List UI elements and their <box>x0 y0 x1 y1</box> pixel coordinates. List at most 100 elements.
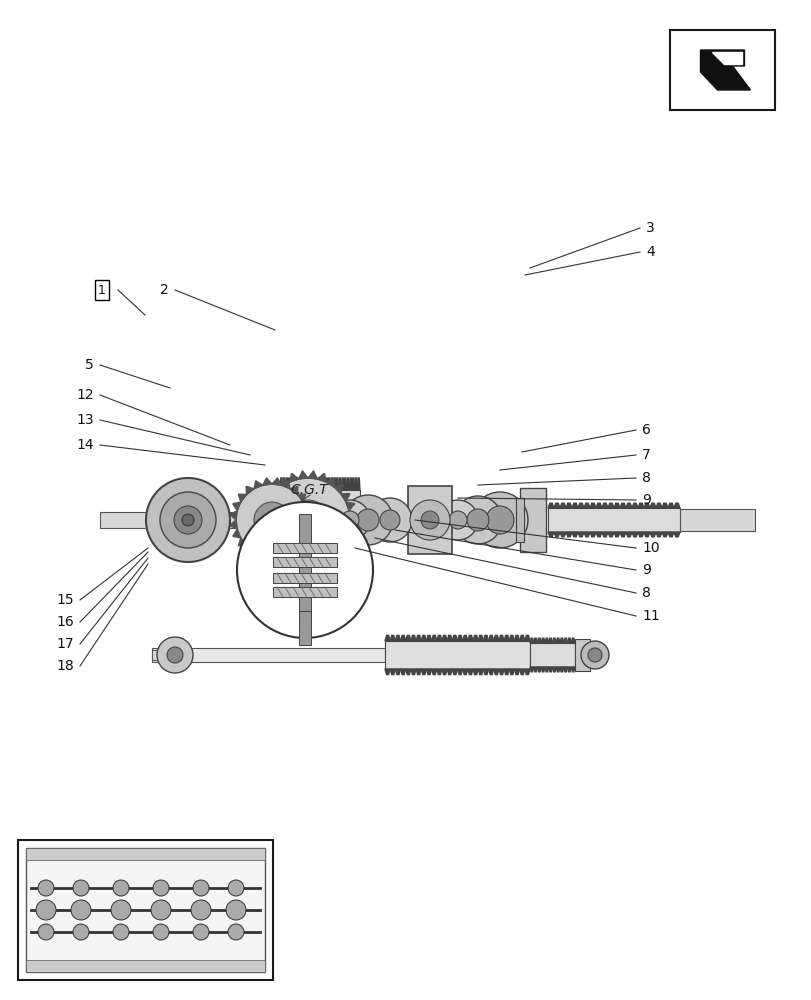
Polygon shape <box>338 550 341 562</box>
Polygon shape <box>498 635 504 641</box>
Polygon shape <box>620 532 625 537</box>
Polygon shape <box>344 478 346 490</box>
Polygon shape <box>390 635 395 641</box>
Polygon shape <box>467 635 473 641</box>
Bar <box>188 512 280 528</box>
Polygon shape <box>620 503 625 508</box>
Polygon shape <box>421 635 426 641</box>
Circle shape <box>357 509 379 531</box>
Polygon shape <box>395 669 400 675</box>
Polygon shape <box>452 635 457 641</box>
Polygon shape <box>290 478 293 490</box>
Circle shape <box>36 900 56 920</box>
Polygon shape <box>254 551 263 559</box>
Text: 8: 8 <box>642 586 650 600</box>
Polygon shape <box>514 669 519 675</box>
Polygon shape <box>349 520 357 529</box>
Polygon shape <box>341 478 344 490</box>
Polygon shape <box>341 538 350 546</box>
Text: 6: 6 <box>642 423 650 437</box>
Polygon shape <box>673 503 679 508</box>
Text: 13: 13 <box>76 413 94 427</box>
Polygon shape <box>354 550 357 562</box>
Circle shape <box>437 500 478 540</box>
Circle shape <box>71 900 91 920</box>
Bar <box>280 490 359 550</box>
Polygon shape <box>457 669 462 675</box>
Text: 3: 3 <box>646 221 654 235</box>
Polygon shape <box>514 635 519 641</box>
Circle shape <box>236 484 307 556</box>
Polygon shape <box>519 635 524 641</box>
Bar <box>272 543 337 553</box>
Polygon shape <box>285 478 288 490</box>
Polygon shape <box>290 486 298 495</box>
Bar <box>298 514 311 626</box>
Polygon shape <box>625 532 631 537</box>
Polygon shape <box>309 478 311 490</box>
Polygon shape <box>238 538 247 546</box>
Polygon shape <box>560 638 563 643</box>
Polygon shape <box>301 550 303 562</box>
Text: 11: 11 <box>642 609 659 623</box>
Text: 9: 9 <box>642 493 650 507</box>
Polygon shape <box>504 635 508 641</box>
Polygon shape <box>317 478 320 490</box>
Polygon shape <box>493 669 498 675</box>
Polygon shape <box>431 669 436 675</box>
Polygon shape <box>649 532 655 537</box>
Polygon shape <box>311 550 315 562</box>
Polygon shape <box>395 635 400 641</box>
Polygon shape <box>301 478 303 490</box>
Polygon shape <box>322 550 325 562</box>
Polygon shape <box>488 635 493 641</box>
Polygon shape <box>673 532 679 537</box>
Polygon shape <box>452 669 457 675</box>
Polygon shape <box>563 638 567 643</box>
Polygon shape <box>307 471 317 479</box>
Polygon shape <box>560 667 563 672</box>
Polygon shape <box>330 550 333 562</box>
Polygon shape <box>259 511 267 520</box>
Polygon shape <box>508 669 514 675</box>
Polygon shape <box>384 669 390 675</box>
Circle shape <box>486 506 513 534</box>
Polygon shape <box>317 558 326 567</box>
Polygon shape <box>357 478 359 490</box>
Polygon shape <box>473 669 478 675</box>
Polygon shape <box>230 511 237 520</box>
Polygon shape <box>288 550 290 562</box>
Polygon shape <box>607 532 613 537</box>
Polygon shape <box>478 669 483 675</box>
Circle shape <box>191 900 211 920</box>
Polygon shape <box>447 669 452 675</box>
Circle shape <box>152 924 169 940</box>
Polygon shape <box>261 529 270 538</box>
Bar <box>669 30 774 110</box>
Polygon shape <box>281 478 290 487</box>
Polygon shape <box>447 635 452 641</box>
Polygon shape <box>357 550 359 562</box>
Bar <box>574 639 590 671</box>
Polygon shape <box>601 532 607 537</box>
Polygon shape <box>296 478 298 490</box>
Circle shape <box>587 648 601 662</box>
Circle shape <box>237 502 372 638</box>
Text: C.G.T: C.G.T <box>290 483 328 497</box>
Polygon shape <box>233 502 241 511</box>
Polygon shape <box>551 638 556 643</box>
Circle shape <box>410 500 449 540</box>
Polygon shape <box>328 550 330 562</box>
Polygon shape <box>309 550 311 562</box>
Polygon shape <box>266 494 275 502</box>
Polygon shape <box>530 638 533 643</box>
Polygon shape <box>661 532 667 537</box>
Text: 17: 17 <box>56 637 74 651</box>
Polygon shape <box>533 667 537 672</box>
Polygon shape <box>563 667 567 672</box>
Bar <box>100 512 188 528</box>
Bar <box>152 648 384 662</box>
Polygon shape <box>261 502 270 511</box>
Polygon shape <box>577 503 583 508</box>
Polygon shape <box>649 503 655 508</box>
